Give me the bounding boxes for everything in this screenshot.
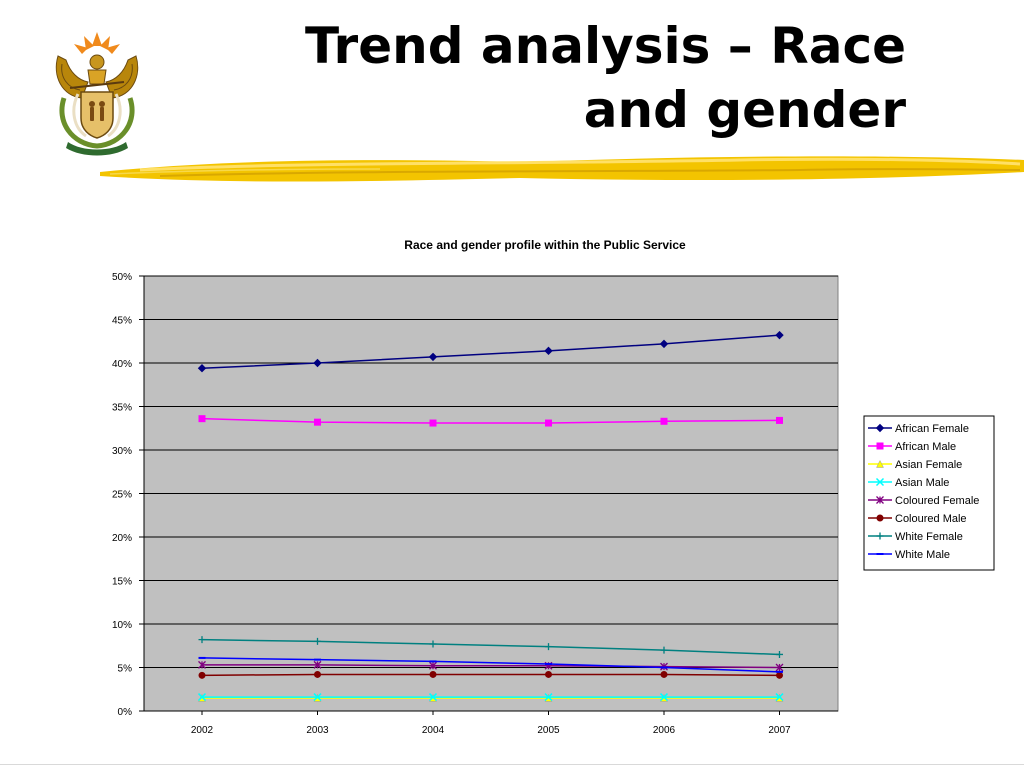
chart-container: Race and gender profile within the Publi…: [0, 230, 1024, 750]
x-tick-label: 2006: [653, 725, 676, 736]
y-tick-label: 15%: [112, 577, 132, 588]
legend-swatch-marker: [876, 459, 884, 468]
data-point-white-female: [429, 640, 437, 648]
data-point-african-female: [775, 330, 784, 340]
x-tick-label: 2005: [537, 725, 560, 736]
data-point-african-male: [660, 417, 668, 425]
data-point-african-male: [198, 415, 206, 423]
data-point-asian-male: [659, 693, 669, 702]
data-point-asian-male: [775, 693, 784, 702]
data-point-african-female: [428, 352, 438, 362]
data-point-asian-male: [313, 693, 322, 702]
data-point-african-male: [429, 419, 437, 427]
data-point-coloured-female: [313, 660, 322, 669]
y-tick-label: 40%: [112, 359, 132, 370]
data-point-african-male: [314, 418, 321, 426]
legend-swatch-marker: [875, 477, 885, 487]
y-tick-label: 0%: [118, 707, 133, 718]
footer-divider: [0, 764, 1024, 765]
y-tick-label: 10%: [112, 620, 132, 631]
y-tick-label: 45%: [112, 316, 132, 327]
y-tick-label: 25%: [112, 490, 132, 501]
data-point-asian-male: [428, 693, 438, 702]
legend-swatch-marker: [876, 442, 884, 450]
y-tick-label: 30%: [112, 446, 132, 457]
series-line-white-male: [201, 657, 780, 673]
series-line-coloured-female: [202, 664, 780, 669]
legend-label: White Female: [895, 531, 963, 543]
legend-label: Coloured Female: [895, 495, 979, 507]
data-point-coloured-female: [429, 661, 437, 670]
y-tick-label: 20%: [112, 533, 132, 544]
data-point-coloured-female: [775, 663, 784, 672]
data-point-white-female: [545, 643, 552, 651]
x-tick-label: 2007: [768, 725, 791, 736]
data-point-asian-male: [544, 693, 553, 702]
series-line-white-female: [201, 638, 780, 656]
coat-of-arms-emblem: [55, 32, 139, 156]
legend-swatch-marker: [875, 423, 885, 433]
line-chart: 0% 5% 10% 15% 20% 25% 30% 35% 40% 45% 50% 2002 2003 2…: [112, 272, 995, 736]
data-point-african-female: [197, 364, 207, 373]
data-point-coloured-male: [314, 670, 321, 678]
series-line-african-female: [201, 334, 780, 369]
yellow-brush-stroke: [100, 156, 1024, 182]
legend-label: African Female: [895, 423, 969, 435]
y-tick-label: 35%: [112, 403, 132, 414]
legend-box: [863, 415, 995, 571]
data-point-white-female: [314, 637, 321, 645]
chart-title: Race and gender profile within the Publi…: [404, 238, 686, 252]
data-point-coloured-male: [545, 670, 552, 678]
data-point-african-male: [776, 416, 783, 424]
series-line-african-male: [201, 417, 780, 424]
data-point-white-female: [198, 636, 206, 644]
data-point-african-female: [544, 346, 553, 356]
y-tick-label: 50%: [112, 272, 132, 283]
data-point-african-female: [659, 339, 669, 349]
data-point-coloured-male: [660, 670, 668, 678]
legend-swatch-marker: [876, 496, 884, 504]
data-point-coloured-male: [429, 670, 437, 678]
data-point-coloured-male: [776, 671, 783, 679]
data-point-african-female: [313, 358, 322, 368]
x-tick-label: 2003: [306, 725, 329, 736]
data-point-coloured-female: [198, 660, 206, 669]
data-point-african-male: [545, 419, 552, 427]
data-point-white-female: [660, 646, 668, 654]
legend-label: African Male: [895, 441, 956, 453]
data-point-coloured-male: [198, 671, 206, 679]
data-point-asian-male: [197, 693, 207, 702]
data-point-white-female: [776, 650, 783, 658]
x-tick-label: 2002: [191, 725, 214, 736]
legend-label: White Male: [895, 549, 950, 561]
x-tick-label: 2004: [422, 725, 445, 736]
slide-title: Trend analysis – Race and gender: [186, 14, 906, 142]
slide-title-line-2: and gender: [583, 81, 906, 139]
y-tick-label: 5%: [118, 664, 133, 675]
legend-label: Asian Female: [895, 459, 962, 471]
legend-label: Asian Male: [895, 477, 949, 489]
legend-swatch-marker: [876, 532, 884, 540]
legend-swatch-marker: [876, 514, 884, 522]
legend-label: Coloured Male: [895, 513, 967, 525]
slide-title-line-1: Trend analysis – Race: [304, 17, 906, 75]
series-line-coloured-male: [201, 673, 780, 677]
